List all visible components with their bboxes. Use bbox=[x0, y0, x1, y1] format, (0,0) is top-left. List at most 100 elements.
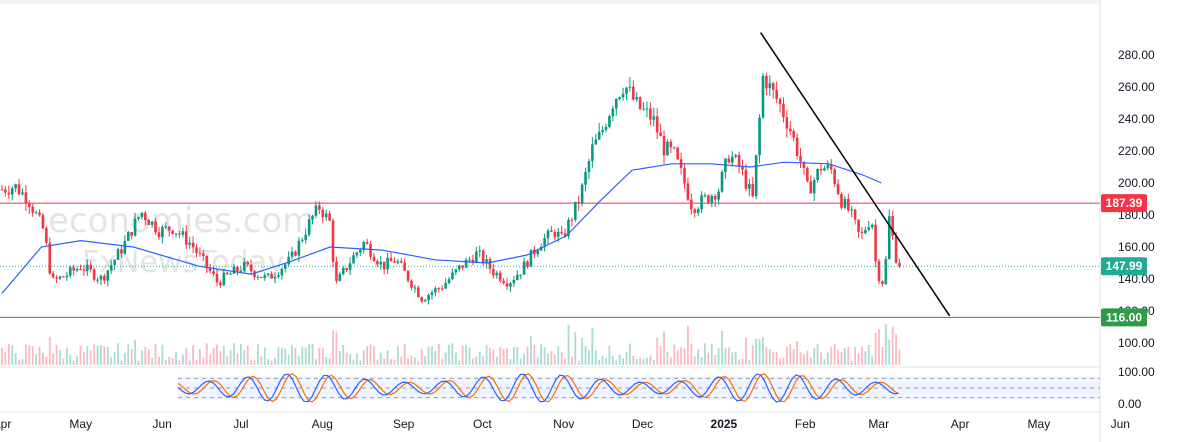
candle-body bbox=[403, 262, 406, 271]
volume-bar bbox=[414, 357, 416, 365]
time-tick-label: Oct bbox=[473, 417, 492, 431]
volume-bar bbox=[663, 331, 665, 365]
volume-bar bbox=[117, 343, 119, 365]
candle-body bbox=[642, 108, 645, 110]
volume-bar bbox=[611, 355, 614, 365]
volume-bar bbox=[533, 344, 536, 365]
candle-body bbox=[898, 262, 901, 267]
price-tick-label: 240.00 bbox=[1118, 112, 1155, 126]
candle-body bbox=[17, 184, 21, 195]
candle-body bbox=[393, 261, 396, 263]
volume-bar bbox=[468, 347, 471, 365]
candle-body bbox=[294, 251, 297, 256]
candle-body bbox=[713, 195, 717, 200]
candle-body bbox=[437, 288, 441, 290]
candle-body bbox=[457, 265, 461, 270]
candle-body bbox=[417, 287, 420, 298]
candle-body bbox=[106, 270, 110, 281]
volume-bar bbox=[222, 345, 225, 365]
volume-bar bbox=[1, 347, 3, 365]
volume-bar bbox=[390, 359, 392, 365]
volume-bar bbox=[867, 345, 870, 365]
volume-bar bbox=[584, 346, 587, 365]
volume-bar bbox=[567, 324, 570, 365]
volume-bar bbox=[523, 354, 526, 365]
candle-body bbox=[816, 169, 819, 180]
volume-bar bbox=[178, 360, 181, 365]
candle-body bbox=[133, 218, 137, 236]
candle-body bbox=[270, 273, 273, 279]
price-tag-label: 116.00 bbox=[1106, 310, 1142, 324]
volume-bar bbox=[499, 347, 502, 365]
candle-body bbox=[372, 256, 376, 262]
candle-body bbox=[120, 249, 123, 254]
time-tick-label: Nov bbox=[553, 417, 574, 431]
candle-body bbox=[529, 249, 533, 267]
candle-body bbox=[594, 139, 598, 145]
candle-body bbox=[24, 192, 28, 204]
volume-bar bbox=[785, 346, 788, 365]
candle-body bbox=[161, 227, 164, 238]
volume-bar bbox=[826, 352, 829, 365]
volume-bar bbox=[871, 356, 874, 365]
candle-body bbox=[99, 275, 103, 280]
candle-body bbox=[62, 276, 65, 278]
volume-bar bbox=[11, 345, 14, 365]
candle-body bbox=[611, 108, 615, 117]
volume-bar bbox=[874, 332, 877, 365]
candle-body bbox=[219, 282, 222, 286]
candle-body bbox=[359, 249, 362, 253]
volume-bar bbox=[601, 356, 604, 365]
volume-bar bbox=[55, 345, 58, 365]
candle-body bbox=[55, 277, 58, 279]
volume-bar bbox=[755, 338, 758, 365]
candle-body bbox=[597, 131, 601, 140]
volume-bar bbox=[267, 359, 270, 365]
volume-bar bbox=[472, 358, 474, 365]
candle-body bbox=[809, 181, 813, 194]
volume-bar bbox=[704, 343, 706, 365]
time-tick-label: Jul bbox=[233, 417, 248, 431]
candle-body bbox=[785, 117, 789, 129]
candle-body bbox=[137, 216, 140, 219]
volume-bar bbox=[669, 357, 672, 365]
candle-body bbox=[792, 131, 795, 138]
volume-bar bbox=[86, 346, 89, 365]
volume-bar bbox=[594, 350, 597, 365]
volume-bar bbox=[332, 330, 334, 365]
candle-body bbox=[198, 252, 202, 254]
candle-body bbox=[748, 183, 751, 189]
volume-bar bbox=[352, 359, 355, 365]
candle-body bbox=[174, 233, 178, 235]
candle-body bbox=[260, 276, 263, 278]
candle-body bbox=[65, 275, 69, 278]
volume-bar bbox=[151, 357, 154, 365]
volume-bar bbox=[693, 356, 696, 365]
candle-body bbox=[461, 265, 464, 268]
candle-body bbox=[45, 228, 48, 243]
candle-body bbox=[621, 93, 625, 98]
candle-body bbox=[775, 89, 778, 100]
candle-body bbox=[570, 219, 574, 221]
volume-bar bbox=[772, 352, 775, 365]
volume-bar bbox=[813, 348, 816, 365]
candle-body bbox=[806, 167, 809, 182]
candle-body bbox=[335, 261, 338, 281]
volume-bar bbox=[482, 356, 485, 365]
candle-body bbox=[580, 184, 584, 204]
volume-bar bbox=[21, 359, 24, 365]
candle-body bbox=[587, 161, 591, 173]
candle-body bbox=[826, 164, 830, 169]
volume-bar bbox=[38, 346, 41, 365]
candle-body bbox=[867, 227, 871, 230]
candle-body bbox=[819, 169, 823, 171]
volume-bar bbox=[42, 352, 44, 365]
candle-body bbox=[652, 116, 656, 120]
volume-bar bbox=[489, 348, 491, 365]
volume-bar bbox=[311, 343, 314, 365]
candle-body bbox=[560, 231, 563, 234]
volume-bar bbox=[274, 357, 276, 365]
volume-bar bbox=[588, 350, 590, 365]
price-tick-label: 200.00 bbox=[1118, 176, 1155, 190]
